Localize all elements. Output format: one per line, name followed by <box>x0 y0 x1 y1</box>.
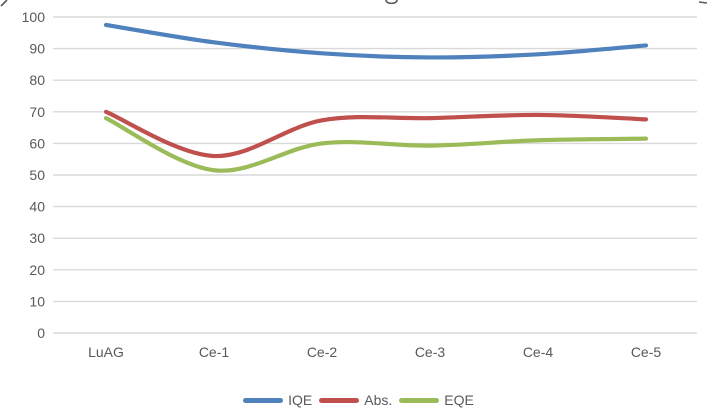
chart-legend: IQE Abs. EQE <box>0 390 717 410</box>
legend-label: EQE <box>444 392 474 408</box>
y-axis-tick-label: 90 <box>29 41 45 57</box>
legend-item-iqe: IQE <box>243 390 312 410</box>
x-axis-category-label: LuAG <box>88 344 124 360</box>
clipped-title-fragment <box>0 0 8 7</box>
series-line-eqe <box>103 116 649 173</box>
legend-line-marker <box>243 397 284 403</box>
legend-line-marker <box>319 397 360 403</box>
y-axis-tick-label: 30 <box>29 230 45 246</box>
legend-label: Abs. <box>364 392 393 408</box>
legend-line-marker <box>399 397 440 403</box>
y-axis-tick-label: 40 <box>29 199 45 215</box>
y-axis-tick-label: 60 <box>29 135 45 151</box>
y-axis-tick-label: 20 <box>29 262 45 278</box>
x-axis-category-label: Ce-1 <box>199 344 230 360</box>
clipped-title-fragment <box>385 0 398 5</box>
y-axis-tick-label: 10 <box>29 293 45 309</box>
legend-item-eqe: EQE <box>399 390 474 410</box>
x-axis-category-label: Ce-2 <box>307 344 338 360</box>
y-axis-tick-label: 80 <box>29 72 45 88</box>
y-axis-tick-label: 100 <box>22 9 46 25</box>
x-axis-category-label: Ce-4 <box>523 344 554 360</box>
x-axis-category-label: Ce-3 <box>415 344 446 360</box>
legend-label: IQE <box>288 392 313 408</box>
x-axis-category-label: Ce-5 <box>631 344 662 360</box>
series-line-iqe <box>103 22 649 60</box>
y-axis-tick-label: 70 <box>29 104 45 120</box>
clipped-title-fragment <box>698 1 708 4</box>
y-axis-tick-label: 0 <box>37 325 45 341</box>
series-line-abs <box>103 109 649 159</box>
legend-item-abs: Abs. <box>319 390 392 410</box>
y-axis-tick-label: 50 <box>29 167 45 183</box>
